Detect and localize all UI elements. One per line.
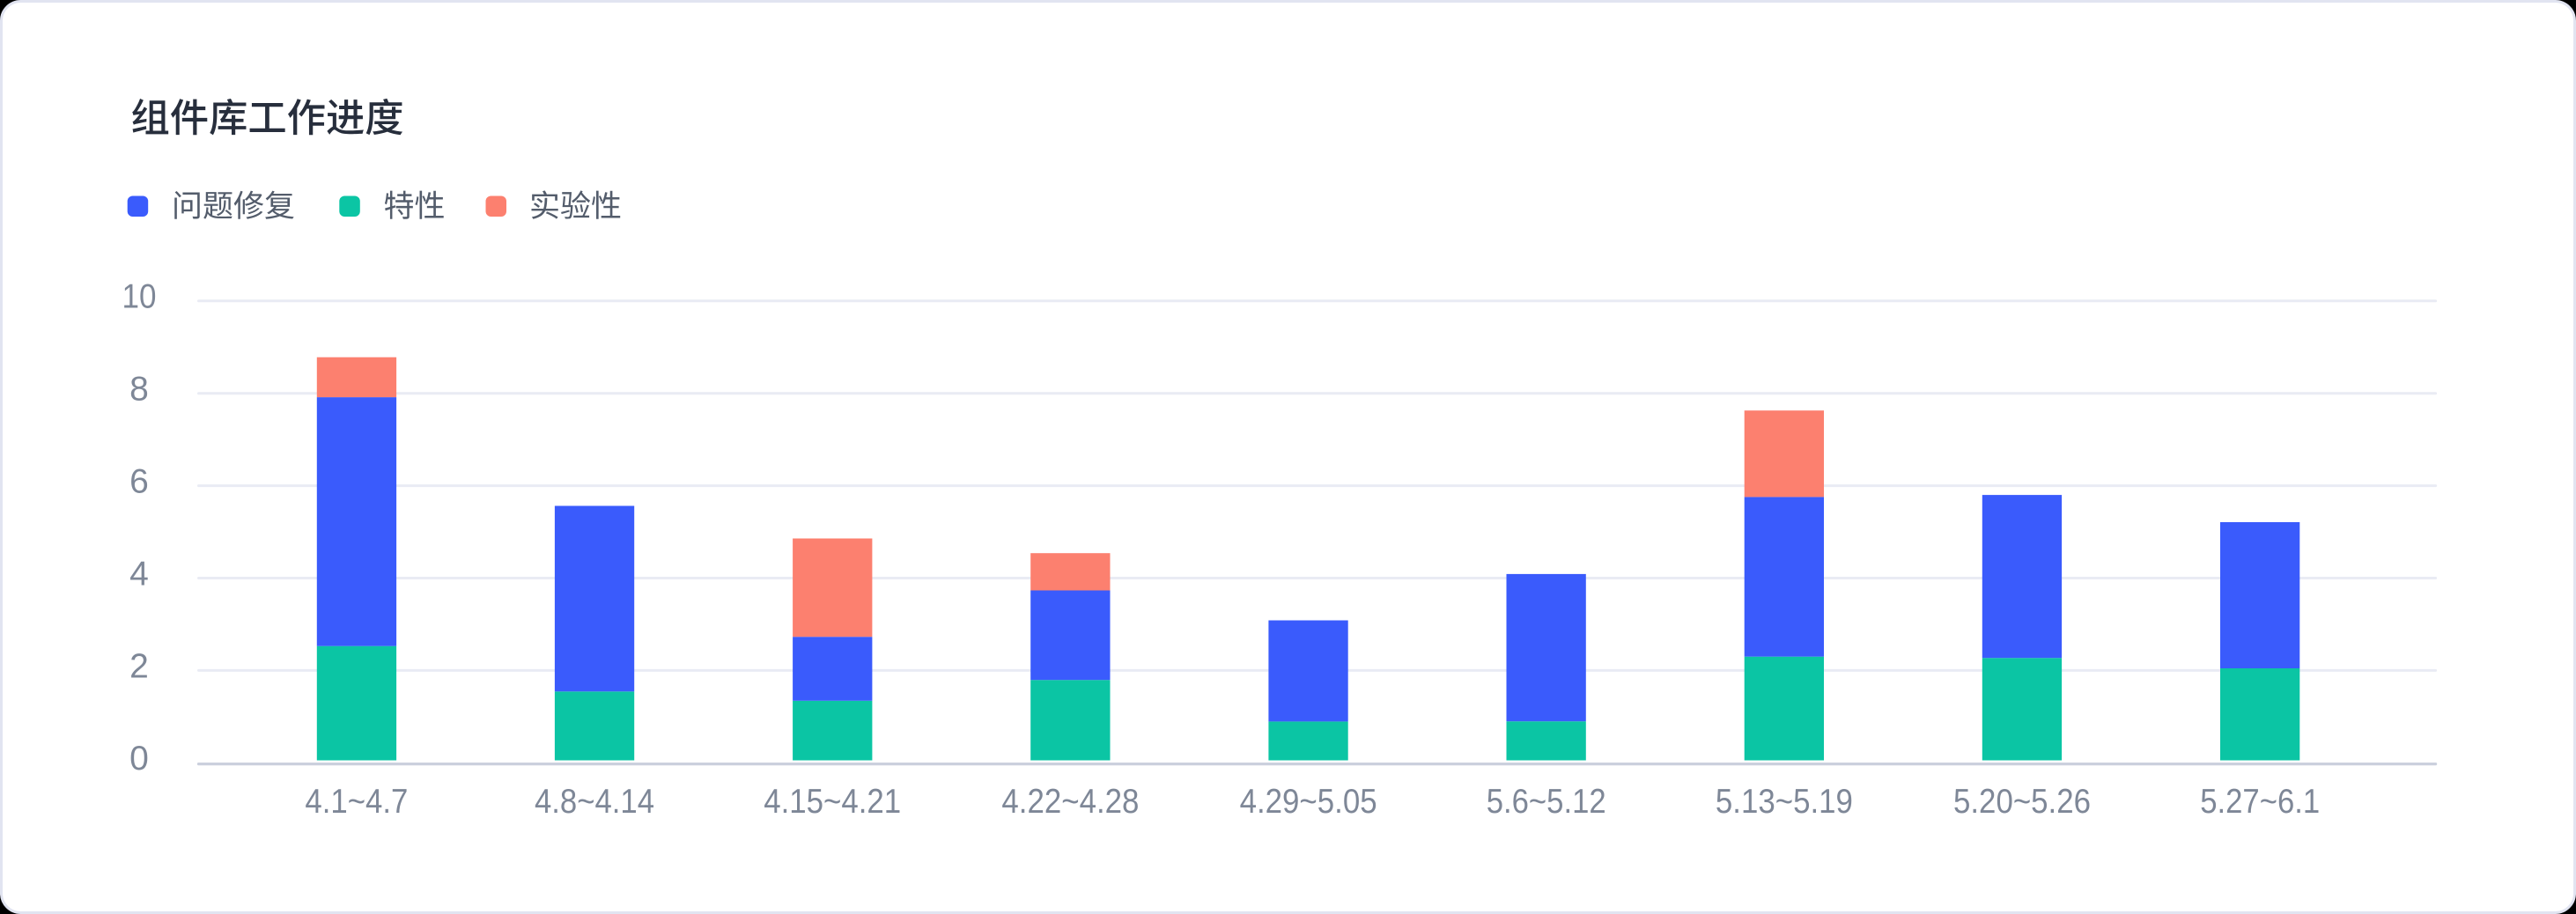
svg-text:4.1~4.7: 4.1~4.7 (305, 783, 408, 821)
svg-text:5.20~5.26: 5.20~5.26 (1953, 783, 2091, 821)
svg-text:4.15~4.21: 4.15~4.21 (764, 783, 901, 821)
svg-text:4: 4 (129, 555, 149, 593)
svg-text:4.22~4.28: 4.22~4.28 (1001, 783, 1139, 821)
svg-text:5.6~5.12: 5.6~5.12 (1487, 783, 1606, 821)
svg-text:10: 10 (122, 278, 157, 316)
svg-text:5.13~5.19: 5.13~5.19 (1716, 783, 1853, 821)
svg-text:8: 8 (129, 371, 149, 409)
svg-text:4.29~5.05: 4.29~5.05 (1240, 783, 1377, 821)
svg-text:6: 6 (129, 463, 149, 501)
svg-text:5.27~6.1: 5.27~6.1 (2200, 783, 2320, 821)
svg-text:4.8~4.14: 4.8~4.14 (535, 783, 654, 821)
svg-text:2: 2 (129, 647, 149, 685)
svg-text:0: 0 (129, 740, 149, 778)
